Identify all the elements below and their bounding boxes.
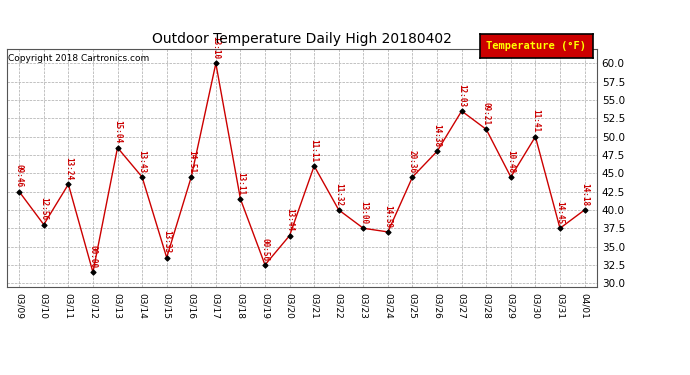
Point (579, 207, 590, 213)
Text: 13:10: 13:10 (211, 36, 220, 59)
Text: 09:21: 09:21 (482, 102, 491, 125)
Text: 14:45: 14:45 (555, 201, 564, 224)
Point (235, 196, 246, 202)
Point (161, 255, 172, 261)
Text: 13:44: 13:44 (285, 208, 294, 231)
Point (112, 145, 123, 151)
Text: 20:36: 20:36 (408, 150, 417, 173)
Point (137, 174, 148, 180)
Text: 13:00: 13:00 (359, 201, 368, 224)
Text: 13:43: 13:43 (137, 150, 146, 173)
Text: 00:00: 00:00 (88, 245, 97, 268)
Point (186, 174, 197, 180)
Text: 12:56: 12:56 (39, 197, 48, 220)
Text: 00:56: 00:56 (261, 238, 270, 261)
Text: 14:18: 14:18 (580, 183, 589, 206)
Point (431, 148, 442, 154)
Point (308, 163, 319, 169)
Point (88, 269, 99, 275)
Point (382, 229, 393, 235)
Text: 14:51: 14:51 (187, 150, 196, 173)
Text: 13:24: 13:24 (64, 157, 73, 180)
Point (14, 189, 25, 195)
Point (481, 126, 492, 132)
Point (333, 207, 344, 213)
Point (555, 225, 566, 231)
Point (456, 108, 467, 114)
Text: 13:11: 13:11 (236, 172, 245, 195)
Text: 12:03: 12:03 (457, 84, 466, 107)
Text: Temperature (°F): Temperature (°F) (486, 41, 586, 51)
Text: 13:33: 13:33 (162, 230, 171, 254)
Point (259, 262, 270, 268)
Point (284, 232, 295, 238)
Point (38, 222, 49, 228)
Text: 15:04: 15:04 (113, 120, 122, 144)
Text: 10:48: 10:48 (506, 150, 515, 173)
Text: 11:32: 11:32 (334, 183, 343, 206)
Point (530, 134, 541, 140)
Text: 11:11: 11:11 (310, 139, 319, 162)
Title: Outdoor Temperature Daily High 20180402: Outdoor Temperature Daily High 20180402 (152, 32, 452, 46)
Text: Copyright 2018 Cartronics.com: Copyright 2018 Cartronics.com (8, 54, 150, 63)
Point (407, 174, 418, 180)
Point (63, 181, 74, 187)
Point (505, 174, 516, 180)
Point (210, 60, 221, 66)
Point (358, 225, 369, 231)
Text: 09:46: 09:46 (14, 164, 23, 188)
Text: 11:41: 11:41 (531, 110, 540, 132)
Text: 14:38: 14:38 (433, 124, 442, 147)
Text: 14:59: 14:59 (384, 205, 393, 228)
